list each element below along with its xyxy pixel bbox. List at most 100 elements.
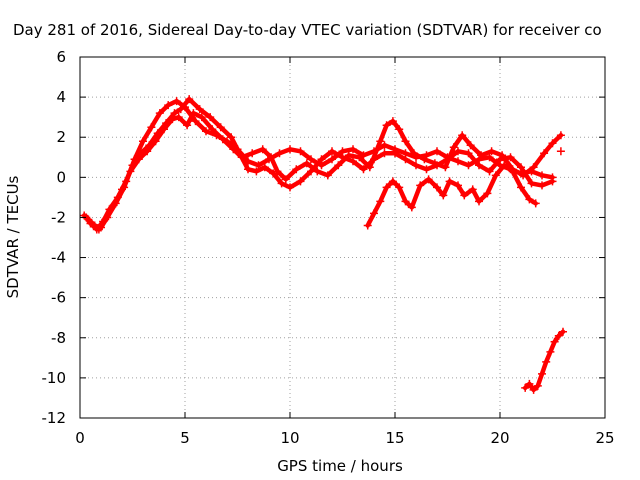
- data-point: [468, 185, 477, 194]
- data-point: [445, 177, 454, 186]
- x-tick-label: 20: [490, 429, 509, 447]
- data-point: [139, 137, 147, 146]
- data-point: [359, 151, 368, 160]
- data-point: [401, 197, 410, 206]
- data-point: [109, 201, 118, 210]
- data-point: [388, 117, 397, 126]
- data-point: [174, 113, 183, 122]
- series-track-4: [363, 161, 540, 230]
- data-point: [258, 145, 267, 154]
- y-tick-label: 0: [56, 168, 66, 186]
- data-series: [80, 95, 567, 394]
- data-point: [206, 113, 215, 122]
- data-point: [164, 101, 173, 110]
- data-point: [216, 123, 225, 132]
- data-point: [559, 327, 567, 336]
- data-point: [538, 181, 546, 190]
- data-point: [363, 221, 372, 230]
- data-point: [477, 151, 486, 160]
- data-point: [487, 147, 496, 156]
- y-tick-label: -6: [51, 289, 66, 307]
- data-point: [281, 175, 290, 184]
- data-point: [430, 159, 439, 168]
- data-point: [521, 383, 530, 392]
- data-point: [550, 337, 559, 346]
- data-point: [195, 105, 204, 114]
- data-point: [370, 209, 378, 218]
- data-point: [542, 357, 551, 366]
- data-point: [317, 155, 326, 164]
- data-point: [292, 165, 301, 174]
- data-point: [485, 153, 494, 162]
- y-tick-label: 4: [56, 88, 66, 106]
- data-point: [344, 151, 353, 160]
- gridlines: [80, 57, 605, 418]
- data-point: [527, 179, 536, 188]
- data-point: [302, 159, 311, 168]
- y-tick-label: -8: [51, 329, 66, 347]
- data-point: [227, 133, 236, 142]
- data-point: [458, 131, 467, 140]
- data-point: [126, 167, 135, 176]
- data-point: [328, 155, 336, 164]
- data-point: [252, 167, 261, 176]
- data-point: [422, 165, 431, 174]
- data-point: [412, 161, 420, 170]
- data-point: [183, 121, 192, 130]
- data-point: [380, 149, 389, 158]
- data-point: [296, 177, 305, 186]
- data-point: [554, 331, 563, 340]
- data-point: [454, 157, 462, 166]
- data-point: [155, 109, 164, 118]
- y-axis-label: SDTVAR / TECUs: [4, 175, 22, 298]
- series-track-2: [82, 95, 557, 232]
- data-point: [229, 145, 238, 154]
- data-point: [84, 215, 93, 224]
- data-point: [531, 199, 540, 208]
- data-point: [391, 149, 399, 158]
- data-point: [395, 183, 404, 192]
- x-tick-label: 15: [385, 429, 404, 447]
- data-point: [197, 113, 206, 122]
- data-point: [401, 137, 410, 146]
- data-point: [517, 163, 525, 172]
- data-point: [556, 131, 565, 140]
- y-tick-label: -2: [51, 208, 66, 226]
- data-point: [189, 109, 198, 118]
- data-point: [517, 183, 525, 192]
- data-point: [286, 145, 294, 154]
- data-point: [556, 147, 565, 156]
- y-tick-label: 6: [56, 48, 66, 66]
- data-point: [185, 95, 194, 104]
- data-point: [529, 163, 538, 172]
- y-tick-label: -4: [51, 249, 66, 267]
- data-point: [416, 181, 425, 190]
- data-point: [328, 147, 336, 156]
- data-point: [277, 179, 286, 188]
- series-track-5: [521, 327, 567, 394]
- data-point: [460, 191, 469, 200]
- data-point: [464, 149, 473, 158]
- data-point: [454, 181, 462, 190]
- data-point: [218, 135, 227, 144]
- data-point: [382, 183, 391, 192]
- data-point: [376, 137, 385, 146]
- data-point: [475, 161, 483, 170]
- x-tick-label: 0: [75, 429, 85, 447]
- data-point: [176, 105, 185, 114]
- data-point: [407, 203, 416, 212]
- data-point: [449, 143, 458, 152]
- series-trace: [522, 329, 566, 393]
- data-point: [395, 125, 404, 134]
- data-point: [172, 97, 181, 106]
- data-point: [170, 109, 179, 118]
- data-point: [483, 189, 492, 198]
- data-point: [491, 171, 500, 180]
- data-point: [433, 147, 441, 156]
- series-trace: [365, 163, 538, 228]
- data-point: [191, 117, 200, 126]
- axis-ticks: 0 5 10 15 20 25 -12 -10 -8 -6 -4 -2 0 2 4 6: [42, 48, 615, 447]
- data-point: [323, 171, 332, 180]
- x-axis-label: GPS time / hours: [277, 457, 403, 475]
